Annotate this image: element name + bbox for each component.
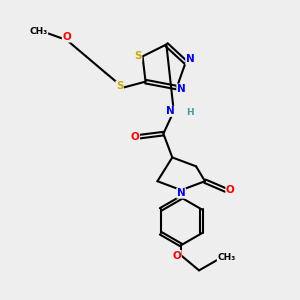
Text: S: S (134, 51, 142, 62)
Text: O: O (131, 132, 140, 142)
Text: O: O (226, 185, 235, 195)
Text: CH₃: CH₃ (29, 27, 48, 36)
Text: N: N (166, 106, 175, 116)
Text: S: S (116, 81, 123, 91)
Text: N: N (177, 84, 186, 94)
Text: CH₃: CH₃ (217, 253, 236, 262)
Text: N: N (177, 188, 186, 198)
Text: O: O (62, 32, 71, 42)
Text: O: O (172, 250, 181, 260)
Text: H: H (186, 108, 194, 117)
Text: N: N (186, 54, 194, 64)
